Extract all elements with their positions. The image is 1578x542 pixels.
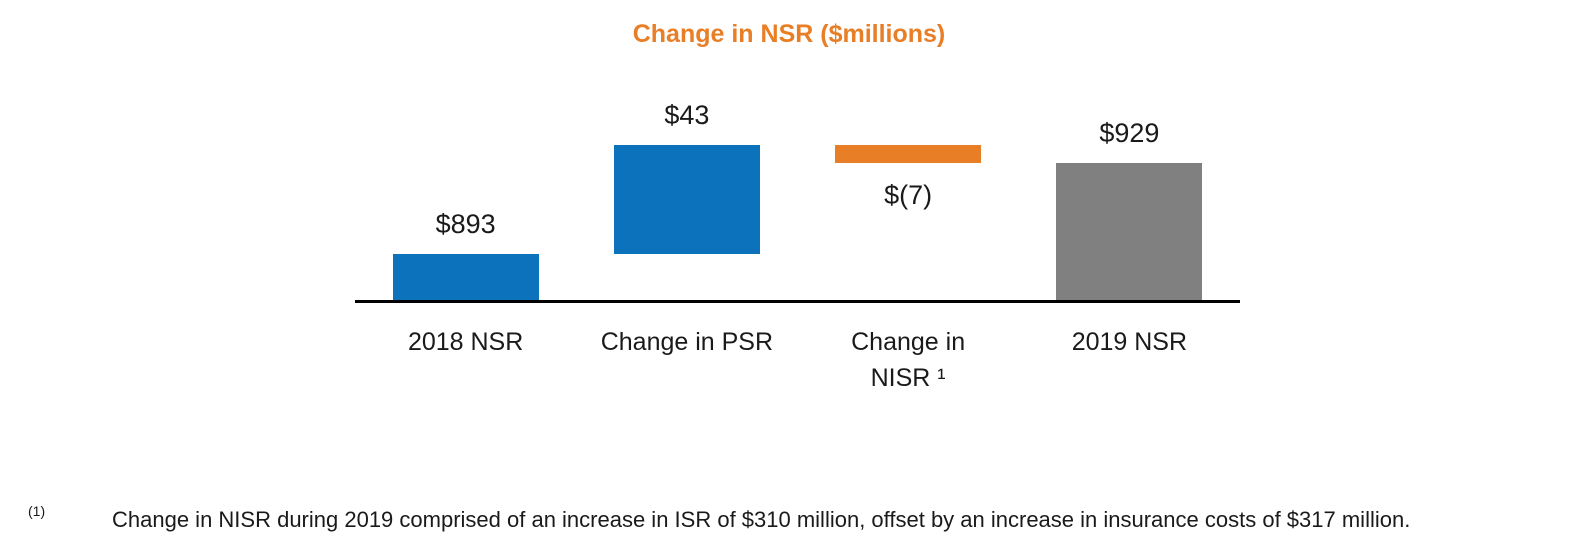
value-label-change-in-nisr: $(7) (884, 180, 933, 211)
footnote-marker: (1) (28, 503, 46, 519)
bar-2019-nsr (1056, 163, 1203, 300)
category-label-change-in-nisr: Change in NISR ¹ (851, 328, 966, 393)
plot-area: $893 $43 $(7) $929 2018 NSR Change in PS… (355, 101, 1240, 392)
value-label-2019-nsr: $929 (1099, 118, 1160, 149)
bar-change-in-psr (613, 145, 760, 255)
category-label-change-in-psr: Change in PSR (600, 328, 774, 356)
value-label-2018-nsr: $893 (435, 209, 496, 240)
footnote-text: Change in NISR during 2019 comprised of … (112, 507, 1411, 532)
bar-2018-nsr (392, 254, 539, 300)
value-label-change-in-psr: $43 (664, 100, 710, 131)
chart-title: Change in NSR ($millions) (632, 20, 946, 48)
category-label-2018-nsr: 2018 NSR (407, 328, 524, 356)
category-label-2019-nsr: 2019 NSR (1071, 328, 1188, 356)
x-axis-line (355, 300, 1240, 303)
bar-change-in-nisr (835, 145, 982, 164)
